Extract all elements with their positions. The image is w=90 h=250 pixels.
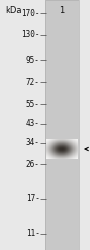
Text: 11-: 11-	[26, 229, 40, 238]
Bar	[45, 0, 79, 250]
Text: 26-: 26-	[26, 160, 40, 169]
Text: 17-: 17-	[26, 194, 40, 203]
Text: 170-: 170-	[21, 8, 40, 18]
Text: 72-: 72-	[26, 78, 40, 87]
Text: 43-: 43-	[26, 120, 40, 128]
Text: 34-: 34-	[26, 138, 40, 147]
Bar	[45, 0, 79, 250]
Text: kDa: kDa	[5, 6, 22, 15]
Text: 1: 1	[59, 6, 65, 15]
Text: 130-: 130-	[21, 30, 40, 39]
Text: 55-: 55-	[26, 100, 40, 108]
Text: 95-: 95-	[26, 56, 40, 64]
